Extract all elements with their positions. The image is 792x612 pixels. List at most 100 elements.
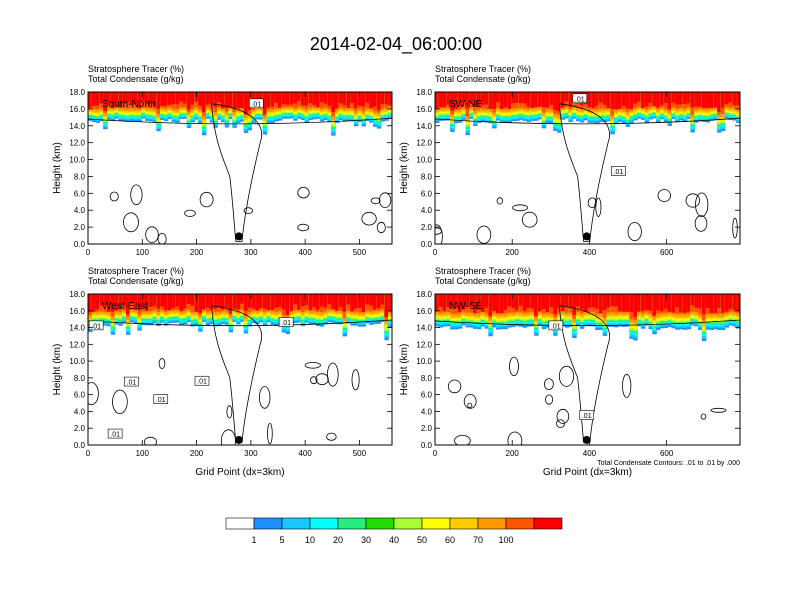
x-tick-label: 200 [190,449,204,458]
contour-label: .01 [579,410,595,420]
x-tick-label: 200 [506,449,520,458]
panel-title-condensate: Total Condensate (g/kg) [88,74,184,84]
x-tick-label: 600 [660,449,674,458]
x-tick-label: 0 [86,248,91,257]
panel-title-tracer: Stratosphere Tracer (%) [435,64,531,74]
panel-3: Stratosphere Tracer (%)Total Condensate … [52,266,393,478]
panel-title-condensate: Total Condensate (g/kg) [435,276,531,286]
y-tick-label: 18.0 [416,290,432,299]
contour-label: .01 [124,376,139,387]
y-tick-label: 16.0 [69,307,85,316]
y-tick-label: 4.0 [74,407,86,416]
panel-2: Stratosphere Tracer (%)Total Condensate … [399,64,741,257]
panel-1: Stratosphere Tracer (%)Total Condensate … [52,64,393,257]
colorbar-swatch [225,517,255,530]
contour-label: .01 [611,166,626,176]
panel-label: South-North [102,99,156,110]
y-axis-label: Height (km) [52,344,63,396]
y-tick-label: 0.0 [421,441,433,450]
location-marker [582,232,591,241]
figure-title: 2014-02-04_06:00:00 [310,34,482,55]
y-tick-label: 6.0 [421,391,433,400]
x-tick-label: 400 [583,449,597,458]
y-tick-label: 8.0 [74,374,86,383]
y-tick-label: 8.0 [74,172,86,181]
contour-label-text: .01 [281,320,291,327]
plot-frame [87,91,393,245]
colorbar-label: 60 [445,535,455,545]
panel-label: NW-SE [449,301,482,312]
plot-area: .01 [88,92,392,244]
y-tick-label: 18.0 [416,88,432,97]
plot-area: .01 .01 .01 .01 .01 .01 [88,294,392,445]
x-tick-label: 500 [353,449,367,458]
x-axis-label: Grid Point (dx=3km) [195,467,284,478]
colorbar-label: 30 [361,535,371,545]
y-tick-label: 18.0 [69,88,85,97]
colorbar-swatch [309,517,339,530]
y-tick-label: 4.0 [421,407,433,416]
y-tick-label: 12.0 [416,340,432,349]
panel-4: Stratosphere Tracer (%)Total Condensate … [399,266,741,478]
location-marker [234,435,243,444]
x-tick-label: 300 [244,248,258,257]
y-axis-label: Height (km) [52,142,63,194]
y-tick-label: 14.0 [416,324,432,333]
colorbar-label: 40 [389,535,399,545]
colorbar-label: 1 [251,535,256,545]
colorbar-swatch [421,517,451,530]
contour-label-text: .01 [110,432,120,439]
y-tick-label: 6.0 [74,391,86,400]
colorbar-swatch [533,517,563,530]
plot-frame [434,293,741,446]
y-tick-label: 0.0 [421,240,433,249]
y-tick-label: 14.0 [416,122,432,131]
y-tick-label: 16.0 [416,105,432,114]
contour-label-text: .01 [582,413,592,420]
location-marker [582,435,591,444]
y-tick-label: 14.0 [69,122,85,131]
y-tick-label: 8.0 [421,172,433,181]
y-tick-label: 10.0 [69,156,85,165]
contour-label: .01 [107,428,123,439]
panel-label: West-East [102,301,148,312]
y-tick-label: 18.0 [69,290,85,299]
y-axis-label: Height (km) [399,344,410,396]
panel-title-tracer: Stratosphere Tracer (%) [435,266,531,276]
x-tick-label: 100 [136,248,150,257]
contour-label-text: .01 [197,379,207,386]
x-tick-label: 0 [86,449,91,458]
contour-label: .01 [248,98,264,108]
colorbar-label: 70 [473,535,483,545]
y-tick-label: 16.0 [69,105,85,114]
y-tick-label: 12.0 [69,340,85,349]
panel-title-condensate: Total Condensate (g/kg) [435,74,531,84]
x-tick-label: 300 [244,449,258,458]
plot-area: .01 .01 [435,294,740,445]
colorbar-swatch [477,517,507,530]
contour-label-text: .01 [91,323,101,330]
contour-label-text: .01 [156,397,166,404]
y-tick-label: 4.0 [421,206,433,215]
contour-label-text: .01 [551,323,561,330]
y-tick-label: 10.0 [69,357,85,366]
panel-title-tracer: Stratosphere Tracer (%) [88,266,184,276]
y-tick-label: 2.0 [421,223,433,232]
colorbar-label: 5 [279,535,284,545]
contour-label-text: .01 [575,96,585,103]
plot-area: .01 .01 [435,92,740,244]
x-tick-label: 400 [583,248,597,257]
y-tick-label: 10.0 [416,156,432,165]
colorbar-swatch [253,517,283,530]
colorbar-swatch [281,517,311,530]
colorbar-label: 100 [498,535,513,545]
colorbar: 1 5 10 20 30 40 50 60 70 100 [225,517,563,545]
y-tick-label: 6.0 [421,189,433,198]
y-tick-label: 10.0 [416,357,432,366]
tracer-field [435,294,740,342]
panel-label: SW-NE [449,99,482,110]
y-tick-label: 6.0 [74,189,86,198]
colorbar-swatch [505,517,535,530]
x-tick-label: 200 [190,248,204,257]
